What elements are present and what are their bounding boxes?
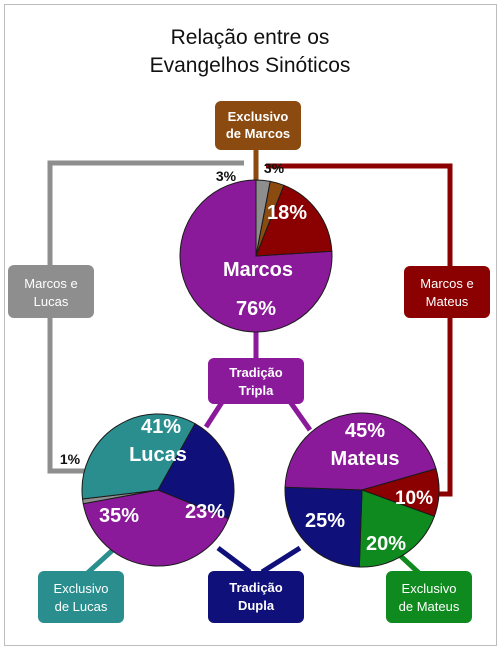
mateus-slice-tradi-o-dupla <box>284 486 363 568</box>
box-exclusivo-mateus-line2: de Mateus <box>399 599 460 614</box>
mateus-dupla-label: 25% <box>305 510 345 532</box>
box-marcos-mateus-line2: Mateus <box>426 294 469 309</box>
box-exclusivo-lucas-line2: de Lucas <box>55 599 108 614</box>
box-marcos-mateus: Marcos e Mateus <box>404 266 490 318</box>
mateus-marcos-label: 10% <box>395 488 433 509</box>
marcos-lucas-label: 3% <box>216 168 237 184</box>
lucas-marcos-label: 1% <box>60 451 81 467</box>
pie-lucas <box>81 413 235 567</box>
marcos-tripla-label: 76% <box>236 298 276 320</box>
title-line-2: Evangelhos Sinóticos <box>150 54 351 77</box>
mateus-tripla-label: 45% <box>345 420 385 442</box>
box-exclusivo-lucas-line1: Exclusivo <box>54 581 109 596</box>
connector-dupla-lucas <box>216 546 252 574</box>
mateus-exclusivo-label: 20% <box>366 533 406 555</box>
lucas-slice-exclusivo-de-lucas <box>81 413 196 500</box>
box-tradicao-tripla-line1: Tradição <box>229 365 283 380</box>
box-tradicao-dupla-line2: Dupla <box>238 598 275 613</box>
marcos-mateus-label: 18% <box>267 202 307 224</box>
connector-marcos-mateus <box>266 163 453 497</box>
mateus-slice-exclusivo-de-mateus <box>358 489 435 568</box>
box-exclusivo-marcos-line1: Exclusivo <box>228 109 289 124</box>
pie-marcos-name: Marcos <box>223 259 293 281</box>
box-tradicao-dupla-line1: Tradição <box>229 580 283 595</box>
box-tradicao-dupla: Tradição Dupla <box>208 571 304 623</box>
lucas-tripla-label: 41% <box>141 416 181 438</box>
title-line-1: Relação entre os <box>171 26 330 49</box>
box-exclusivo-lucas: Exclusivo de Lucas <box>38 571 124 623</box>
lucas-slice-tradi-o-tripla <box>82 489 230 567</box>
pie-lucas-name: Lucas <box>129 444 187 466</box>
box-exclusivo-mateus: Exclusivo de Mateus <box>386 571 472 623</box>
marcos-slice-tradi-o-tripla <box>179 179 333 333</box>
box-marcos-mateus-line1: Marcos e <box>420 276 473 291</box>
lucas-exclusivo-label: 35% <box>99 505 139 527</box>
pie-mateus-name: Mateus <box>331 448 400 470</box>
lucas-slice-tradi-o-dupla <box>157 422 235 520</box>
box-marcos-lucas-line1: Marcos e <box>24 276 77 291</box>
pie-marcos <box>179 179 333 333</box>
box-tradicao-tripla: Tradição Tripla <box>208 358 304 404</box>
mateus-slice-tradi-o-tripla <box>284 412 437 491</box>
pie-mateus <box>284 412 440 568</box>
lucas-dupla-label: 23% <box>185 501 225 523</box>
marcos-slice-marcos-e-mateus <box>255 184 333 257</box>
box-exclusivo-marcos-line2: de Marcos <box>226 126 290 141</box>
box-exclusivo-mateus-line1: Exclusivo <box>402 581 457 596</box>
marcos-exclusivo-label: 3% <box>264 160 285 176</box>
box-marcos-lucas: Marcos e Lucas <box>8 265 94 318</box>
box-tradicao-tripla-line2: Tripla <box>239 383 274 398</box>
box-exclusivo-marcos: Exclusivo de Marcos <box>215 101 301 150</box>
box-marcos-lucas-line2: Lucas <box>34 294 69 309</box>
connector-dupla-mateus <box>260 545 302 575</box>
